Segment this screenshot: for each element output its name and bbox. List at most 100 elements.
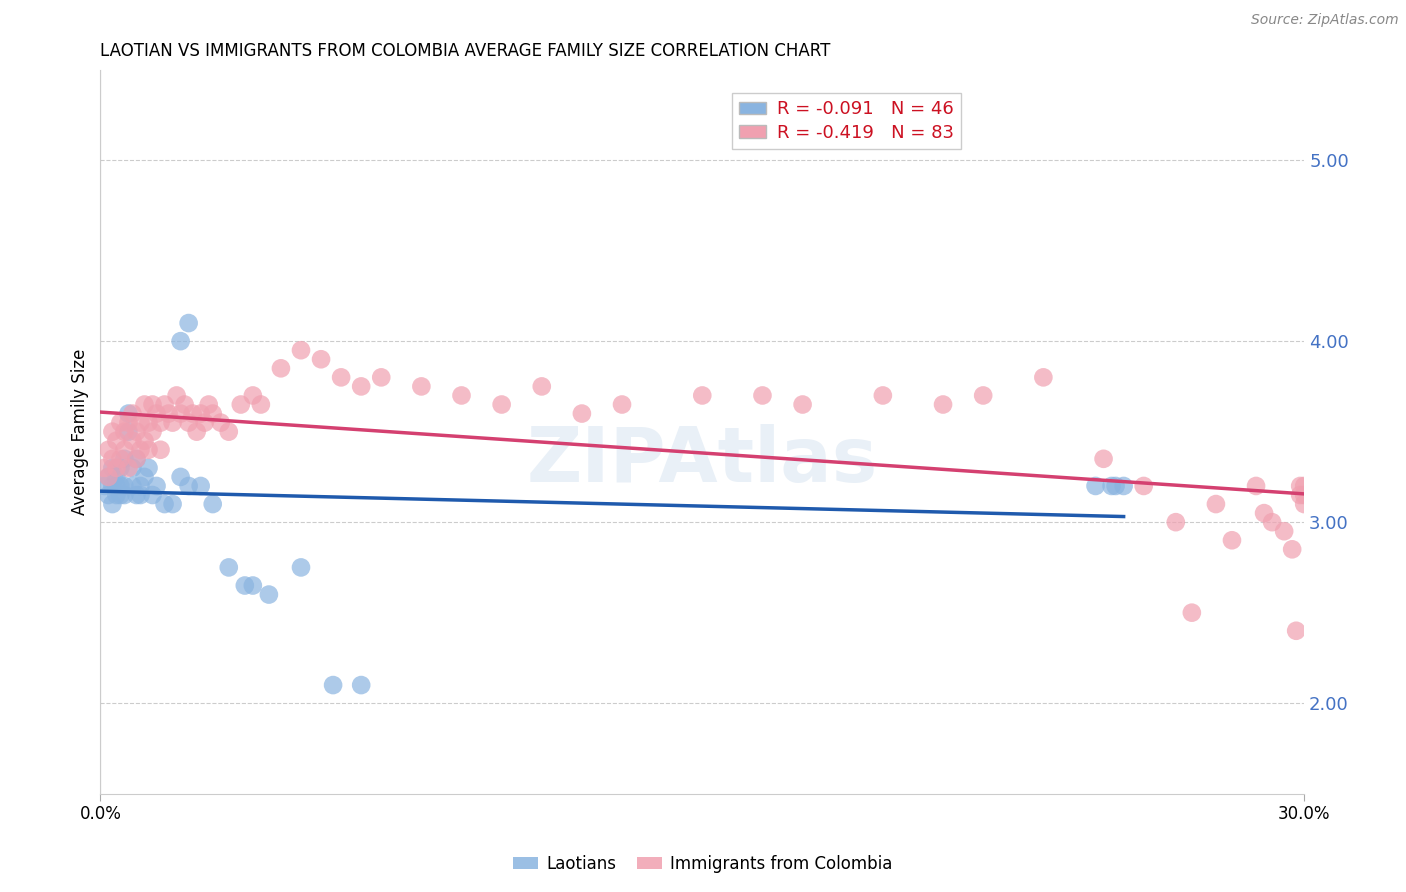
Point <box>138 416 160 430</box>
Point <box>105 470 128 484</box>
Point <box>145 407 167 421</box>
Point <box>290 560 312 574</box>
Point <box>411 379 433 393</box>
Point <box>169 470 191 484</box>
Point <box>129 488 152 502</box>
Point <box>138 461 160 475</box>
Point <box>1205 497 1227 511</box>
Point <box>1289 488 1312 502</box>
Point <box>134 434 156 448</box>
Point <box>1112 479 1135 493</box>
Point <box>491 397 513 411</box>
Point <box>141 397 163 411</box>
Point <box>209 416 232 430</box>
Point <box>792 397 814 411</box>
Point <box>93 461 115 475</box>
Point <box>229 397 252 411</box>
Point <box>1285 624 1308 638</box>
Point <box>162 416 184 430</box>
Point <box>450 388 472 402</box>
Point <box>690 388 713 402</box>
Point <box>1181 606 1204 620</box>
Point <box>257 588 280 602</box>
Point <box>153 397 176 411</box>
Point <box>117 425 139 439</box>
Point <box>169 334 191 348</box>
Point <box>112 442 135 457</box>
Point <box>134 397 156 411</box>
Point <box>112 479 135 493</box>
Point <box>177 479 200 493</box>
Point <box>110 451 132 466</box>
Point <box>125 451 148 466</box>
Point <box>162 497 184 511</box>
Point <box>201 407 224 421</box>
Point <box>157 407 180 421</box>
Point <box>218 425 240 439</box>
Point <box>751 388 773 402</box>
Point <box>141 488 163 502</box>
Point <box>250 397 273 411</box>
Point <box>1220 533 1243 548</box>
Point <box>242 578 264 592</box>
Point <box>972 388 994 402</box>
Point <box>1032 370 1054 384</box>
Point <box>141 425 163 439</box>
Point <box>1101 479 1123 493</box>
Point <box>309 352 332 367</box>
Point <box>370 370 392 384</box>
Point <box>110 479 132 493</box>
Point <box>177 316 200 330</box>
Point <box>149 416 172 430</box>
Point <box>121 461 143 475</box>
Point <box>1092 451 1115 466</box>
Point <box>1244 479 1267 493</box>
Legend: Laotians, Immigrants from Colombia: Laotians, Immigrants from Colombia <box>506 848 900 880</box>
Point <box>149 442 172 457</box>
Point <box>194 416 217 430</box>
Point <box>97 470 120 484</box>
Point <box>190 407 212 421</box>
Point <box>181 407 204 421</box>
Point <box>201 497 224 511</box>
Point <box>330 370 353 384</box>
Point <box>101 479 124 493</box>
Point <box>290 343 312 358</box>
Point <box>101 451 124 466</box>
Point <box>138 442 160 457</box>
Point <box>1164 515 1187 529</box>
Point <box>1132 479 1154 493</box>
Point <box>166 388 188 402</box>
Point <box>101 425 124 439</box>
Text: LAOTIAN VS IMMIGRANTS FROM COLOMBIA AVERAGE FAMILY SIZE CORRELATION CHART: LAOTIAN VS IMMIGRANTS FROM COLOMBIA AVER… <box>100 42 831 60</box>
Point <box>105 461 128 475</box>
Point <box>1294 497 1316 511</box>
Point <box>117 461 139 475</box>
Point <box>610 397 633 411</box>
Point <box>129 442 152 457</box>
Point <box>1281 542 1303 557</box>
Point <box>1294 479 1316 493</box>
Point <box>1084 479 1107 493</box>
Point <box>101 497 124 511</box>
Point <box>1253 506 1275 520</box>
Point <box>197 397 219 411</box>
Point <box>218 560 240 574</box>
Point <box>112 425 135 439</box>
Point <box>105 488 128 502</box>
Point <box>322 678 344 692</box>
Point <box>177 416 200 430</box>
Point <box>125 425 148 439</box>
Point <box>125 488 148 502</box>
Point <box>129 479 152 493</box>
Point <box>1272 524 1295 539</box>
Point <box>350 379 373 393</box>
Point <box>1104 479 1126 493</box>
Point <box>350 678 373 692</box>
Point <box>121 479 143 493</box>
Point <box>153 497 176 511</box>
Point <box>270 361 292 376</box>
Legend: R = -0.091   N = 46, R = -0.419   N = 83: R = -0.091 N = 46, R = -0.419 N = 83 <box>733 93 962 149</box>
Text: ZIPAtlas: ZIPAtlas <box>527 424 877 498</box>
Point <box>872 388 894 402</box>
